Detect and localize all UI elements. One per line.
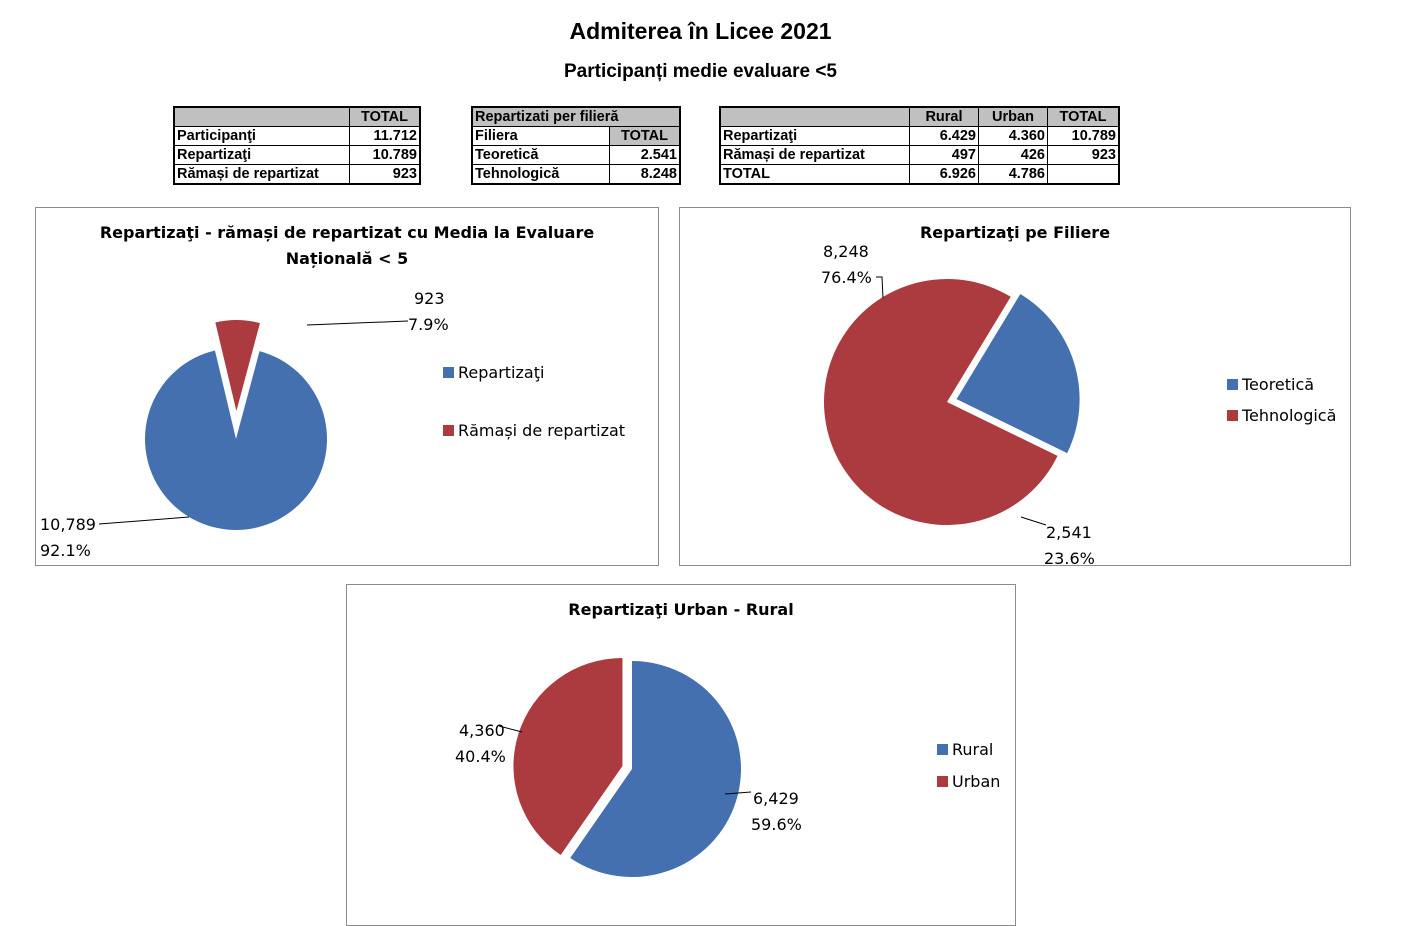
pie-slice-ramasi-de-repartizat [215,320,260,412]
table-caption: Repartizati per filieră [471,106,681,127]
pie-chart-svg: Repartizaţi Urban - Rural 6,429 59.6% Rural… [455,600,1000,877]
chart-repartizati-ramasi: Repartizaţi - rămași de repartizat cu Me… [35,207,659,566]
table-row: Rămași de repartizat 923 [173,164,421,185]
chart-repartizati-urban-rural: Repartizaţi Urban - Rural 6,429 59.6% Rural… [346,584,1016,926]
chart-title: Repartizaţi - rămași de repartizat cu Me… [100,223,595,242]
leader-line [1020,516,1047,526]
header-cell: TOTAL [1047,106,1120,127]
table-row: Teoretică 2.541 [471,145,681,165]
legend-swatch-urban [937,776,948,787]
row-label: Tehnologică [471,164,610,185]
legend-label: Repartizaţi [458,363,544,382]
legend-swatch-teoretica [1227,379,1238,390]
row-label: Rămași de repartizat [173,164,350,185]
rural-value: 497 [909,145,979,165]
legend-label: Teoretică [1241,375,1314,394]
data-label-value: 2,541 [1046,523,1092,542]
table-caption-row: Repartizati per filieră [471,106,681,127]
chart-title: Repartizaţi Urban - Rural [568,600,793,619]
table-header-row: Rural Urban TOTAL [719,106,1120,127]
data-label-value: 4,360 [459,721,505,740]
row-value: 2.541 [609,145,681,165]
row-label: Rămași de repartizat [719,145,910,165]
legend-label: Rural [952,740,993,759]
pie-slice-rural [570,661,741,877]
data-label-value: 6,429 [753,789,799,808]
chart-repartizati-filiere: Repartizaţi pe Filiere 2,541 23.6% Teoretic… [679,207,1351,566]
header-cell: Filiera [471,126,610,146]
data-label-value: 923 [414,289,445,308]
legend-swatch-repartizati [443,367,454,378]
header-cell [173,106,350,127]
header-cell: Urban [978,106,1048,127]
legend-label: Rămași de repartizat [458,421,625,440]
pie-slice-urban [513,658,623,856]
row-label: Repartizaţi [719,126,910,146]
table-row: TOTAL 6.926 4.786 [719,164,1120,185]
table-header-row: TOTAL [173,106,421,127]
leader-line [98,516,190,525]
data-label-percent: 40.4% [455,747,506,766]
row-value: 10.789 [349,145,421,165]
total-value: 10.789 [1047,126,1120,146]
legend-label: Urban [952,772,1000,791]
row-label: TOTAL [719,164,910,185]
urban-value: 426 [978,145,1048,165]
data-label-percent: 76.4% [821,268,872,287]
pie-slice-teoretica [956,293,1080,454]
pie-chart-svg: Repartizaţi - rămași de repartizat cu Me… [40,223,625,560]
mediu-table: Rural Urban TOTAL Repartizaţi 6.429 4.36… [719,106,1120,185]
header-cell [719,106,910,127]
legend-swatch-ramasi-de-repartizat [443,425,454,436]
legend-label: Tehnologică [1241,406,1336,425]
table-row: Repartizaţi 10.789 [173,145,421,165]
row-value: 11.712 [349,126,421,146]
legend-swatch-tehnologica [1227,410,1238,421]
pie-slice-tehnologica [824,279,1058,525]
legend-swatch-rural [937,744,948,755]
total-value: 923 [1047,145,1120,165]
data-label-percent: 23.6% [1044,549,1095,565]
filiere-table: Repartizati per filieră Filiera TOTAL Te… [471,106,681,185]
leader-line [724,791,752,795]
row-label: Teoretică [471,145,610,165]
row-label: Participanţi [173,126,350,146]
chart-title: Națională < 5 [286,249,408,268]
pie-chart-svg: Repartizaţi pe Filiere 2,541 23.6% Teoretic… [821,223,1336,565]
row-value: 923 [349,164,421,185]
urban-value: 4.360 [978,126,1048,146]
totals-table: TOTAL Participanţi 11.712 Repartizaţi 10… [173,106,421,185]
header-cell: TOTAL [609,126,681,146]
page-subtitle: Participanți medie evaluare <5 [564,61,837,82]
total-value [1047,164,1120,185]
leader-line [306,320,409,326]
data-label-value: 8,248 [823,242,869,261]
row-label: Repartizaţi [173,145,350,165]
row-value: 8.248 [609,164,681,185]
rural-value: 6.926 [909,164,979,185]
header-cell: TOTAL [349,106,421,127]
header-cell: Rural [909,106,979,127]
data-label-value: 10,789 [40,515,96,534]
data-label-percent: 59.6% [751,815,802,834]
leader-line [876,276,884,299]
table-row: Repartizaţi 6.429 4.360 10.789 [719,126,1120,146]
chart-title: Repartizaţi pe Filiere [920,223,1110,242]
urban-value: 4.786 [978,164,1048,185]
table-row: Tehnologică 8.248 [471,164,681,185]
pie-slice-repartizati [145,350,328,530]
table-row: Rămași de repartizat 497 426 923 [719,145,1120,165]
data-label-percent: 7.9% [408,315,449,334]
page-title: Admiterea în Licee 2021 [569,18,832,44]
data-label-percent: 92.1% [40,541,91,560]
leader-line [498,725,523,733]
table-header-row: Filiera TOTAL [471,126,681,146]
table-row: Participanţi 11.712 [173,126,421,146]
rural-value: 6.429 [909,126,979,146]
